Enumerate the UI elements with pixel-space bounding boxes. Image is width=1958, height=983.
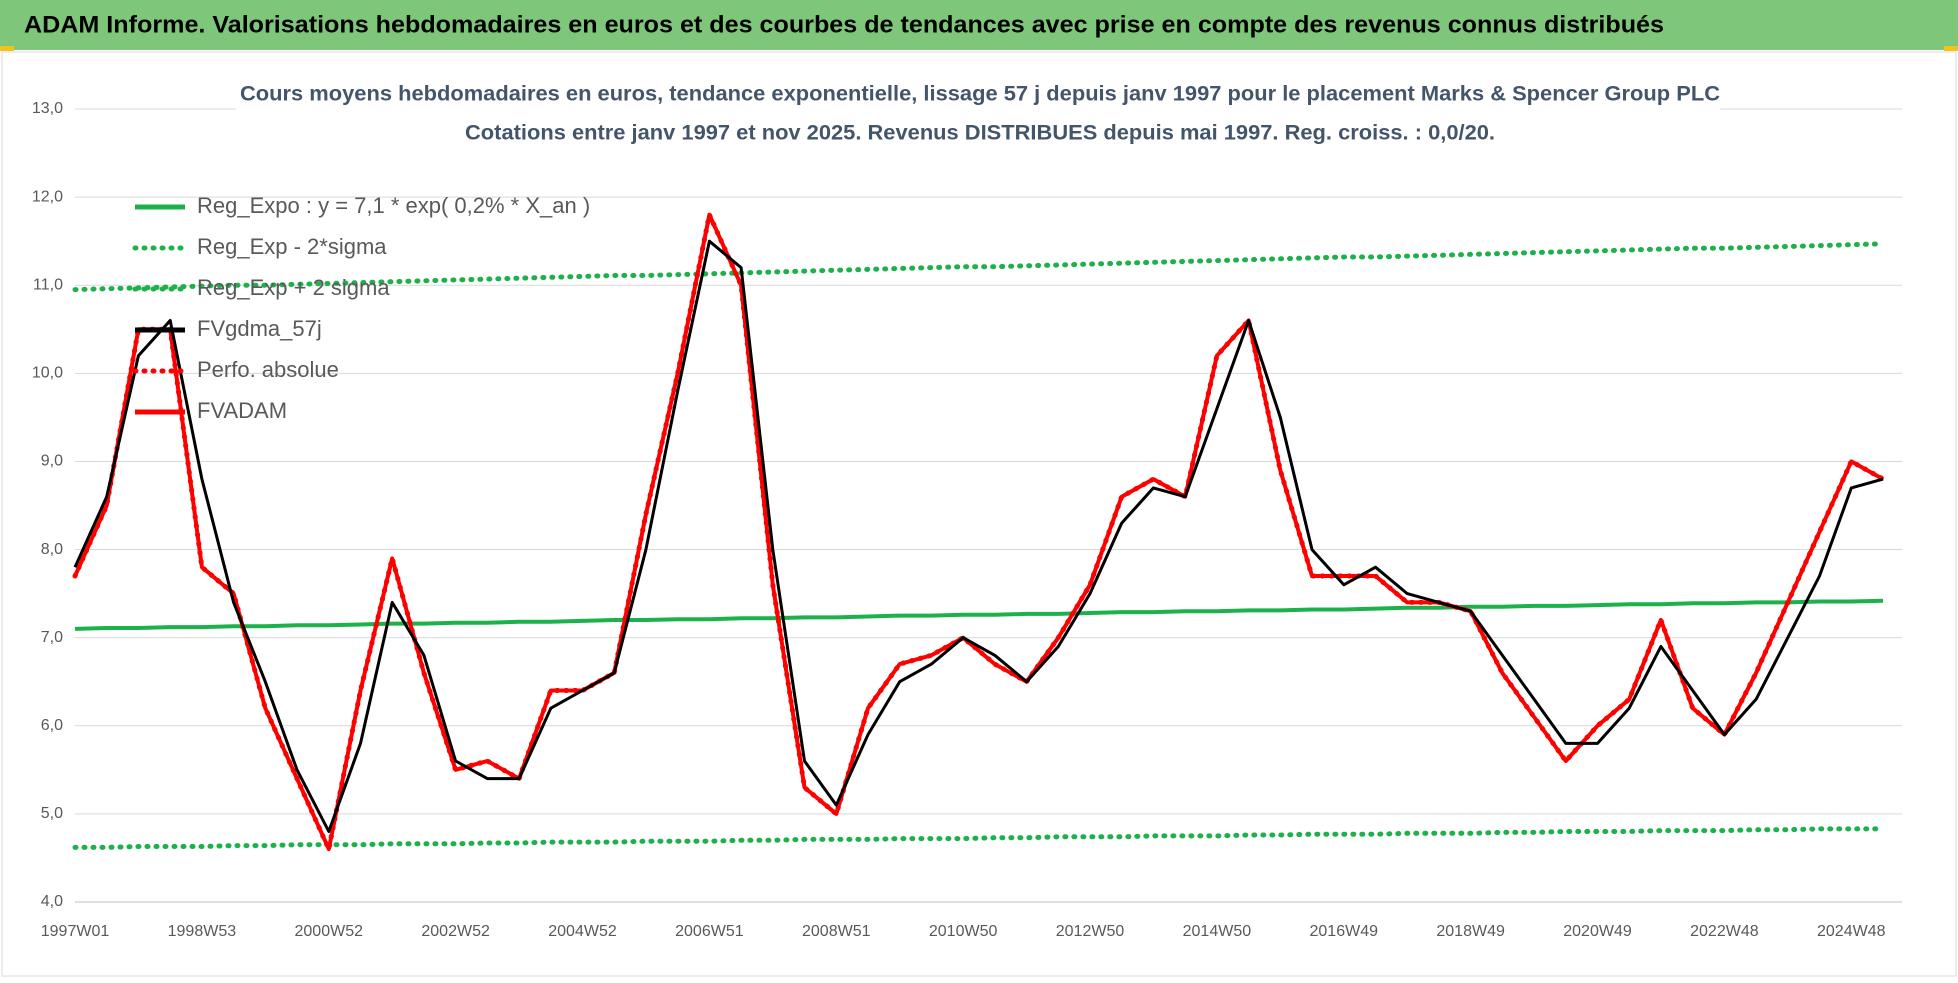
chart-area — [1, 51, 1957, 977]
x-tick-label: 2008W51 — [802, 923, 871, 940]
x-tick-label: 2016W49 — [1310, 923, 1379, 940]
x-tick-label: 2012W50 — [1056, 923, 1125, 940]
x-tick-label: 1997W01 — [41, 923, 110, 940]
header-title: ADAM Informe. Valorisations hebdomadaire… — [24, 11, 1664, 38]
x-tick-label: 2000W52 — [295, 923, 364, 940]
legend: Reg_Expo : y = 7,1 * exp( 0,2% * X_an ) R… — [132, 193, 590, 423]
chart-subtitle: Cotations entre janv 1997 et nov 2025. R… — [465, 122, 1495, 145]
x-tick-label: 2010W50 — [929, 923, 998, 940]
legend-label: Perfo. absolue — [197, 357, 339, 382]
plot: 4,0 5,0 6,0 7,0 8,0 9,0 10,0 11,0 12,0 13,0 1997W0… — [32, 100, 1902, 940]
x-tick-label: 2018W49 — [1436, 923, 1505, 940]
title-box — [236, 78, 1720, 150]
y-tick-label: 13,0 — [32, 100, 63, 117]
x-tick-label: 2020W49 — [1563, 923, 1632, 940]
header-accent — [0, 46, 14, 51]
y-tick-label: 8,0 — [41, 541, 63, 558]
y-tick-label: 7,0 — [41, 629, 63, 646]
legend-label: Reg_Exp - 2*sigma — [197, 234, 387, 259]
y-tick-label: 12,0 — [32, 188, 63, 205]
y-tick-label: 4,0 — [41, 893, 63, 910]
x-tick-label: 1998W53 — [168, 923, 237, 940]
chart-title: Cours moyens hebdomadaires en euros, ten… — [240, 83, 1720, 106]
series-line — [73, 239, 1884, 833]
y-tick-label: 11,0 — [33, 276, 63, 293]
legend-label: FVgdma_57j — [197, 316, 322, 341]
y-tick-label: 10,0 — [32, 365, 63, 382]
header-bar — [0, 0, 1958, 50]
legend-label: Reg_Expo : y = 7,1 * exp( 0,2% * X_an ) — [197, 193, 590, 218]
legend-label: FVADAM — [197, 398, 287, 423]
y-tick-label: 5,0 — [41, 805, 63, 822]
header-accent — [1944, 46, 1958, 51]
x-tick-label: 2002W52 — [421, 923, 490, 940]
x-tick-label: 2006W51 — [675, 923, 744, 940]
y-tick-label: 9,0 — [41, 453, 63, 470]
x-tick-label: 2014W50 — [1183, 923, 1252, 940]
legend-label: Reg_Exp + 2 sigma — [197, 275, 390, 300]
y-tick-label: 6,0 — [41, 717, 63, 734]
x-tick-label: 2022W48 — [1690, 923, 1759, 940]
x-tick-label: 2024W48 — [1817, 923, 1886, 940]
x-tick-label: 2004W52 — [548, 923, 617, 940]
